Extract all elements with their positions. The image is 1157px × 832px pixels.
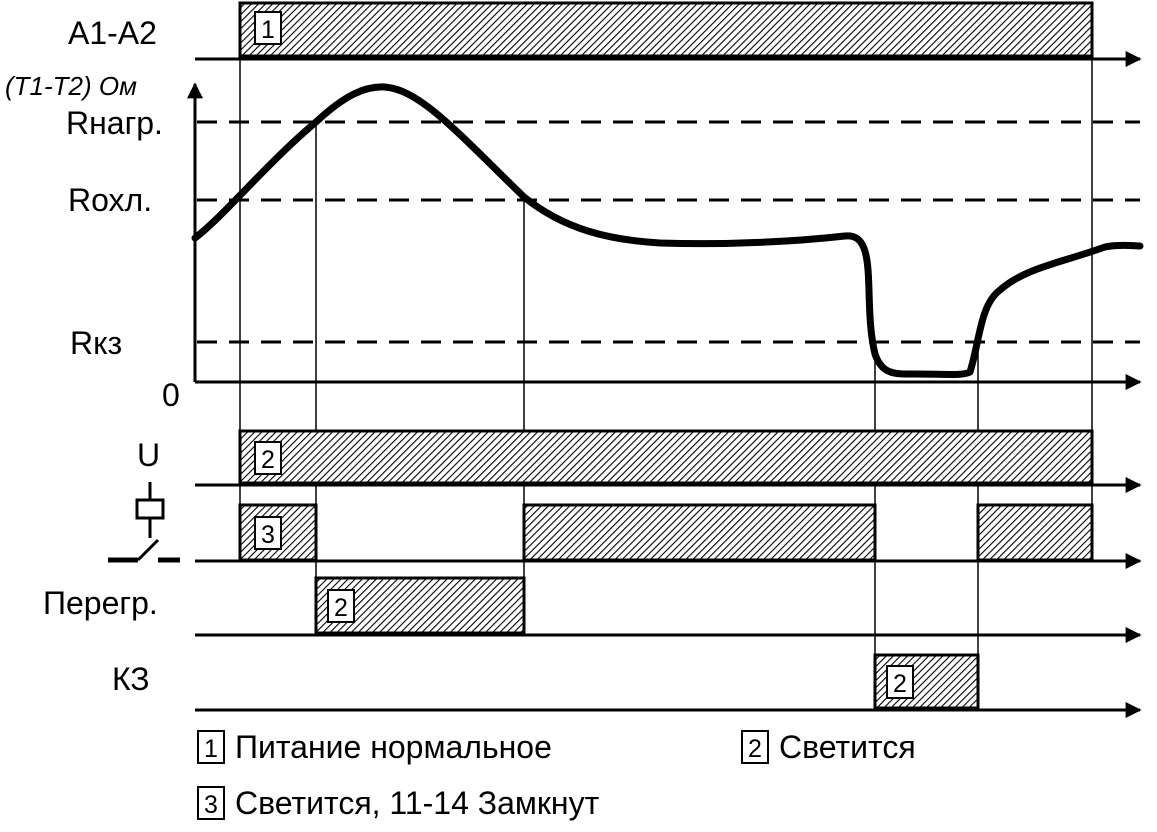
legend-badge-1-box (197, 730, 225, 764)
u-bar (238, 429, 1094, 485)
level-label-r-short: Rкз (70, 325, 122, 361)
level-label-r-load: Rнагр. (66, 105, 163, 141)
row-u: U 2 (137, 429, 1142, 493)
row-label-a1a2: A1-A2 (68, 15, 157, 51)
legend-badge-3-box (197, 786, 225, 820)
badge-1-box (254, 11, 282, 45)
level-label-r-cool: Rохл. (68, 182, 152, 218)
contact-switch-icon (108, 538, 180, 563)
level-label-zero: 0 (162, 377, 180, 413)
legend-item-3: Светится, 11-14 Замкнут (235, 785, 600, 821)
badge-2-box-u (254, 441, 282, 475)
badge-2-text-u: 2 (261, 446, 275, 474)
legend-item-2: Светится (779, 729, 916, 765)
axis-label-t1t2: (T1-T2) Ом (5, 71, 137, 101)
row-label-overheat: Перегр. (43, 585, 158, 621)
relay-bar-2 (522, 503, 877, 562)
badge-2-text-short: 2 (893, 670, 907, 698)
row-overheat: Перегр. 2 (43, 576, 1142, 643)
badge-3-box (254, 516, 282, 550)
row-label-u: U (137, 437, 160, 473)
badge-3-text: 3 (261, 521, 275, 549)
row-a1a2: A1-A2 1 (68, 1, 1142, 67)
legend-badge-2-text: 2 (748, 735, 762, 763)
badge-1-text: 1 (261, 16, 275, 44)
legend: 1 Питание нормальное 2 Светится 3 Светит… (197, 729, 916, 821)
power-bar (238, 1, 1094, 58)
legend-badge-1-text: 1 (204, 735, 218, 763)
badge-2-text-overheat: 2 (334, 594, 348, 622)
resistance-curve (191, 83, 1144, 378)
row-relay: 3 (108, 482, 1142, 569)
relay-bar-3 (976, 503, 1094, 562)
legend-item-1: Питание нормальное (235, 729, 552, 765)
badge-2-box-short (886, 665, 914, 699)
row-short: КЗ 2 (112, 653, 1142, 718)
row-label-short: КЗ (112, 661, 150, 697)
legend-badge-2-box (741, 730, 769, 764)
legend-badge-3-text: 3 (204, 791, 218, 819)
relay-coil-icon (135, 482, 165, 538)
resistance-graph: (T1-T2) Ом Rнагр. Rохл. Rкз 0 (5, 71, 1144, 413)
badge-2-box-overheat (327, 589, 355, 623)
